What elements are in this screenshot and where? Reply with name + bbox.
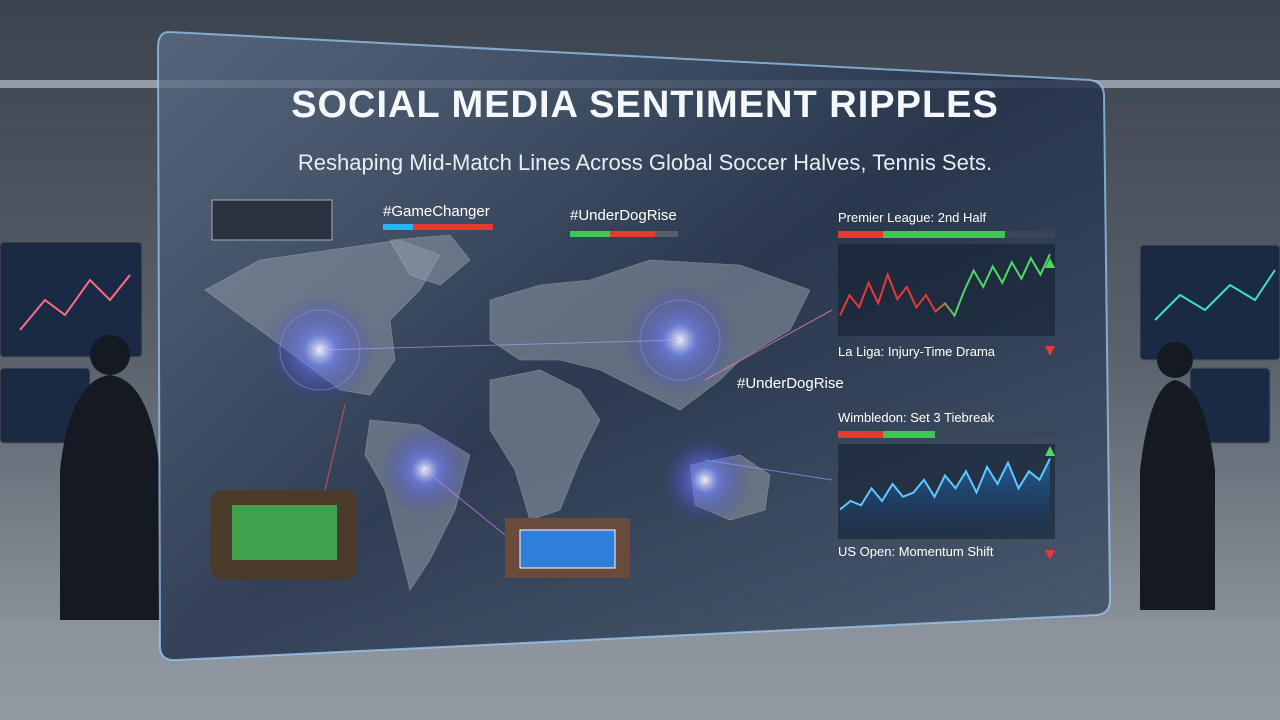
- hashtag: #UnderDogRise: [737, 375, 844, 392]
- monitor: [0, 241, 143, 358]
- line-area: [840, 458, 1050, 535]
- connection: [704, 309, 833, 381]
- sentiment-bar: [838, 431, 883, 438]
- sentiment-bar: [413, 224, 493, 230]
- monitor-decor: [1154, 269, 1276, 321]
- stadium-icon: [210, 199, 630, 580]
- connection: [704, 459, 833, 481]
- ripple: [660, 435, 750, 525]
- connection: [424, 469, 506, 536]
- sentiment-line: [839, 253, 1051, 318]
- ripples: [265, 285, 833, 536]
- monitor-decor: [19, 274, 131, 331]
- africa: [489, 369, 601, 521]
- sentiment-bar: [1005, 231, 1055, 238]
- sentiment-bar: [610, 231, 655, 237]
- ripple-ring: [639, 299, 721, 381]
- panel-title: Wimbledon: Set 3 Tiebreak: [838, 410, 995, 425]
- person: [60, 375, 160, 620]
- sentiment-bar: [570, 231, 610, 237]
- tennis-court: [519, 529, 616, 569]
- arrow-down: [1045, 346, 1055, 356]
- arrow-up: [1045, 446, 1055, 456]
- chart-area: [838, 244, 1055, 336]
- pitch: [232, 505, 337, 560]
- connection: [319, 339, 681, 351]
- sentiment-bar: [935, 431, 1055, 438]
- panel-caption: La Liga: Injury-Time Drama: [838, 344, 996, 359]
- subtitle: Reshaping Mid-Match Lines Across Global …: [298, 150, 992, 175]
- ripple-ring: [279, 309, 361, 391]
- sentiment-bar: [883, 231, 1005, 238]
- arrow-down: [1045, 550, 1055, 560]
- person: [1157, 342, 1193, 378]
- greenland: [389, 234, 471, 286]
- sentiment-bar: [883, 431, 935, 438]
- sentiment-line: [839, 458, 1051, 511]
- sentiment-bar: [383, 224, 413, 230]
- hashtag: #UnderDogRise: [570, 207, 677, 224]
- hashtag: #GameChanger: [383, 203, 490, 220]
- monitor: [1139, 244, 1280, 361]
- connection: [324, 404, 346, 491]
- panel: Premier League: 2nd Half La Liga: Injury…: [838, 210, 1055, 359]
- sentiment-bar: [655, 231, 678, 237]
- person: [90, 335, 130, 375]
- stand: [211, 199, 333, 241]
- title: SOCIAL MEDIA SENTIMENT RIPPLES: [291, 84, 999, 126]
- sentiment-bar: [838, 231, 883, 238]
- panel-title: Premier League: 2nd Half: [838, 210, 987, 225]
- person: [1140, 380, 1215, 610]
- panel-caption: US Open: Momentum Shift: [838, 544, 994, 559]
- arrow-up: [1045, 258, 1055, 268]
